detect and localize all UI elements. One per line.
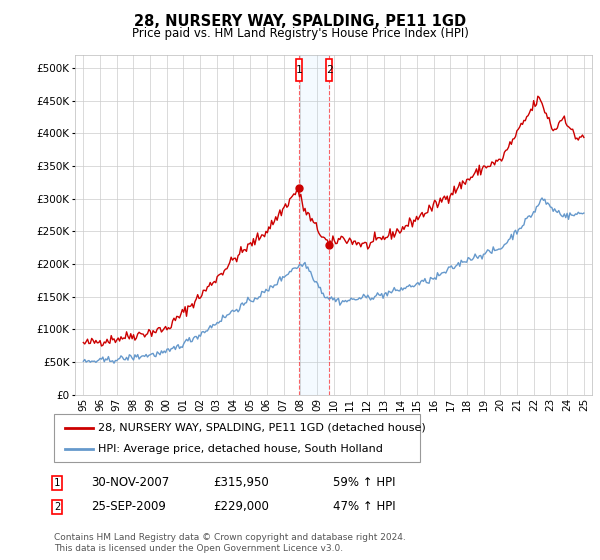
Text: 1: 1 xyxy=(54,478,60,488)
Text: 47% ↑ HPI: 47% ↑ HPI xyxy=(333,500,395,514)
Text: Contains HM Land Registry data © Crown copyright and database right 2024.
This d: Contains HM Land Registry data © Crown c… xyxy=(54,533,406,553)
Text: 25-SEP-2009: 25-SEP-2009 xyxy=(91,500,166,514)
Text: HPI: Average price, detached house, South Holland: HPI: Average price, detached house, Sout… xyxy=(98,444,383,454)
Text: £229,000: £229,000 xyxy=(213,500,269,514)
Bar xyxy=(299,55,329,395)
FancyBboxPatch shape xyxy=(296,59,302,81)
FancyBboxPatch shape xyxy=(326,59,332,81)
Text: 30-NOV-2007: 30-NOV-2007 xyxy=(91,476,169,489)
Text: 28, NURSERY WAY, SPALDING, PE11 1GD (detached house): 28, NURSERY WAY, SPALDING, PE11 1GD (det… xyxy=(98,423,425,433)
Text: 59% ↑ HPI: 59% ↑ HPI xyxy=(333,476,395,489)
Text: 28, NURSERY WAY, SPALDING, PE11 1GD: 28, NURSERY WAY, SPALDING, PE11 1GD xyxy=(134,14,466,29)
Text: Price paid vs. HM Land Registry's House Price Index (HPI): Price paid vs. HM Land Registry's House … xyxy=(131,27,469,40)
Text: 2: 2 xyxy=(54,502,60,512)
Text: 2: 2 xyxy=(326,65,332,75)
Text: 1: 1 xyxy=(295,65,302,75)
Text: £315,950: £315,950 xyxy=(213,476,269,489)
